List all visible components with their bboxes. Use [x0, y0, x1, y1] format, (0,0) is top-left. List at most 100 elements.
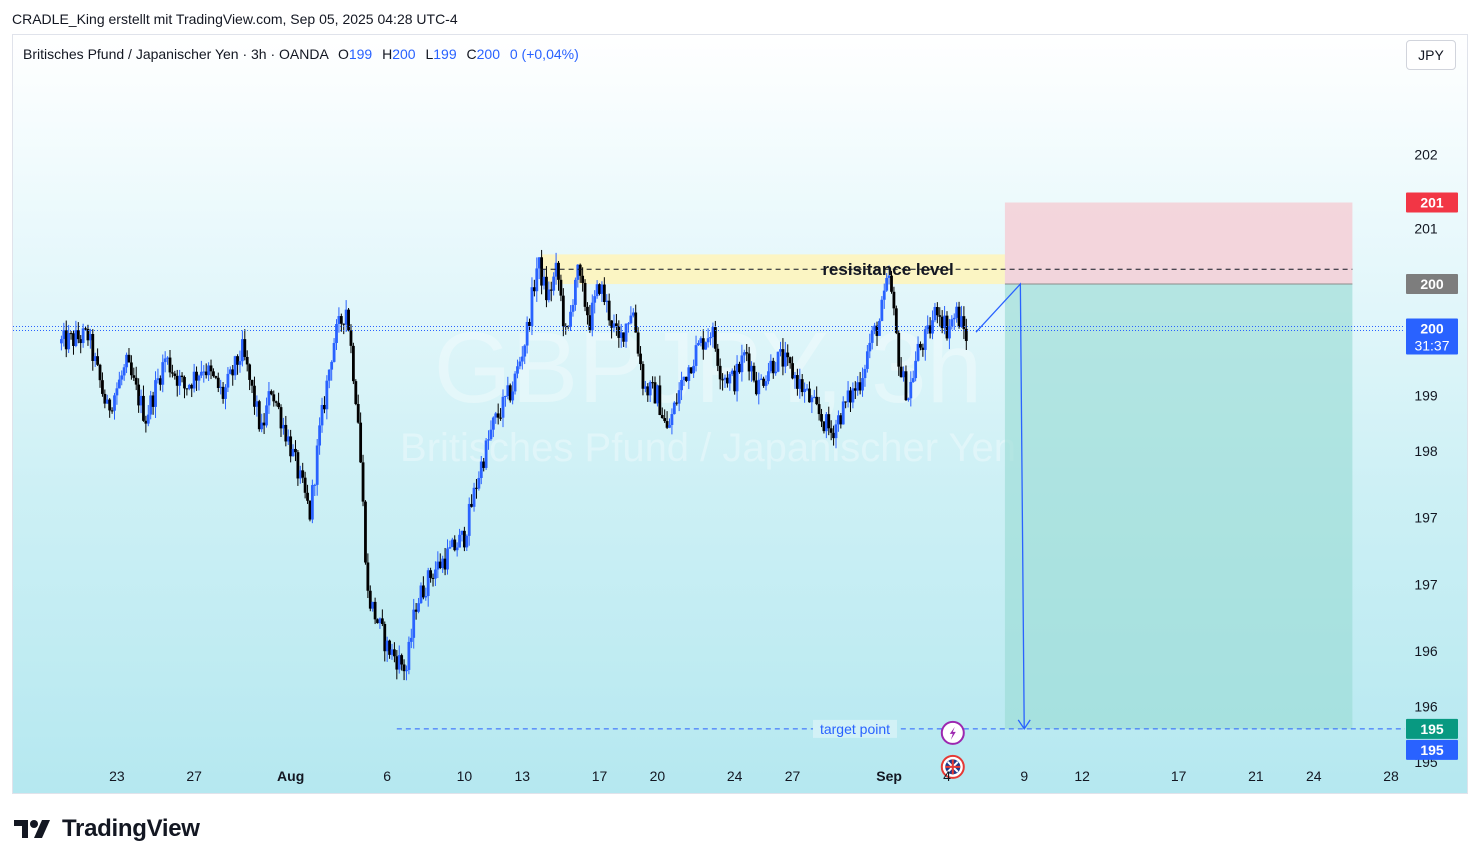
candle-body: [479, 461, 483, 478]
candle: [161, 354, 165, 393]
candle-body: [764, 381, 768, 386]
candle-body: [342, 323, 346, 325]
candle-body: [216, 377, 220, 388]
candle-body: [757, 379, 761, 395]
candle-body: [962, 316, 966, 329]
candle-body: [651, 382, 655, 384]
candle: [64, 320, 68, 358]
candle: [646, 383, 650, 402]
candle-body: [419, 585, 423, 604]
candle-body: [646, 386, 650, 396]
candle: [342, 323, 346, 335]
candle: [238, 350, 242, 373]
candle-body: [593, 296, 597, 303]
tradingview-logo[interactable]: TradingView: [14, 815, 200, 843]
candle-body: [69, 333, 73, 335]
candle-body: [368, 590, 372, 609]
candle: [513, 371, 517, 395]
target-label: target point: [820, 721, 890, 737]
candle-body: [414, 609, 418, 612]
candle: [578, 263, 582, 283]
candlestick-chart[interactable]: GBPJPY, 3h Britisches Pfund / Japanische…: [13, 35, 1468, 794]
candle: [677, 382, 681, 412]
candle-body: [376, 619, 379, 624]
candle: [595, 280, 599, 299]
candle: [462, 526, 466, 552]
candle-body: [441, 558, 445, 568]
candle: [815, 386, 819, 406]
candle-body: [849, 390, 852, 403]
candle: [793, 371, 797, 389]
candle-body: [902, 371, 905, 378]
candle-body: [395, 656, 399, 670]
open-label: O: [337, 46, 349, 62]
candle-body: [569, 311, 572, 327]
candle-body: [402, 664, 406, 672]
candle-body: [267, 391, 271, 406]
candle: [552, 272, 556, 296]
candle: [759, 374, 763, 381]
candle: [298, 465, 302, 484]
candle: [88, 328, 92, 349]
entry-price-tag: 200: [1406, 274, 1458, 295]
candle-body: [687, 367, 691, 381]
candle: [156, 368, 160, 384]
candle: [740, 344, 744, 382]
candle-body: [762, 378, 766, 386]
chart-area[interactable]: GBPJPY, 3h Britisches Pfund / Japanische…: [12, 34, 1468, 794]
candle-body: [694, 345, 698, 366]
candle: [832, 425, 835, 446]
candle-body: [250, 379, 254, 386]
candle-body: [60, 339, 63, 344]
candle: [79, 335, 83, 354]
candle: [405, 665, 408, 681]
candle: [602, 277, 606, 306]
candle-body: [214, 376, 218, 378]
candle-body: [253, 385, 256, 407]
candle: [615, 314, 618, 336]
candle-body: [602, 284, 606, 303]
candle: [253, 376, 256, 415]
candle-body: [832, 432, 835, 439]
candle: [554, 252, 558, 285]
candle-body: [168, 357, 172, 373]
candle-body: [407, 641, 411, 670]
candle: [395, 650, 399, 680]
candle: [523, 344, 527, 365]
candle: [465, 534, 469, 552]
candle: [752, 362, 756, 383]
candle-body: [482, 461, 486, 468]
candle: [76, 322, 80, 344]
candle-body: [146, 414, 150, 424]
candle-body: [682, 376, 686, 381]
candle-body: [443, 558, 447, 570]
candle-body: [617, 326, 621, 338]
candle: [192, 363, 196, 393]
candle-body: [511, 391, 515, 401]
candle: [516, 359, 519, 379]
candle-body: [964, 328, 968, 341]
candle-body: [277, 402, 280, 408]
candle-body: [672, 402, 676, 415]
candle: [651, 376, 655, 389]
candle-body: [938, 315, 942, 317]
candle: [81, 323, 85, 348]
candle: [228, 366, 232, 375]
candle-body: [501, 396, 505, 418]
x-axis-tick-label: 20: [650, 768, 666, 784]
candle-body: [786, 352, 790, 358]
candle: [508, 383, 512, 403]
candle: [904, 365, 908, 402]
candle-body: [335, 324, 338, 344]
candle-body: [380, 618, 384, 624]
candle: [639, 346, 642, 371]
candle-body: [817, 404, 821, 415]
candle-body: [540, 257, 544, 286]
candle-body: [265, 405, 268, 426]
candle-body: [286, 436, 290, 442]
candle: [195, 366, 198, 391]
currency-button[interactable]: JPY: [1406, 40, 1456, 70]
candle: [682, 376, 686, 386]
candle: [643, 380, 647, 393]
y-axis-tick-label: 196: [1414, 699, 1438, 715]
